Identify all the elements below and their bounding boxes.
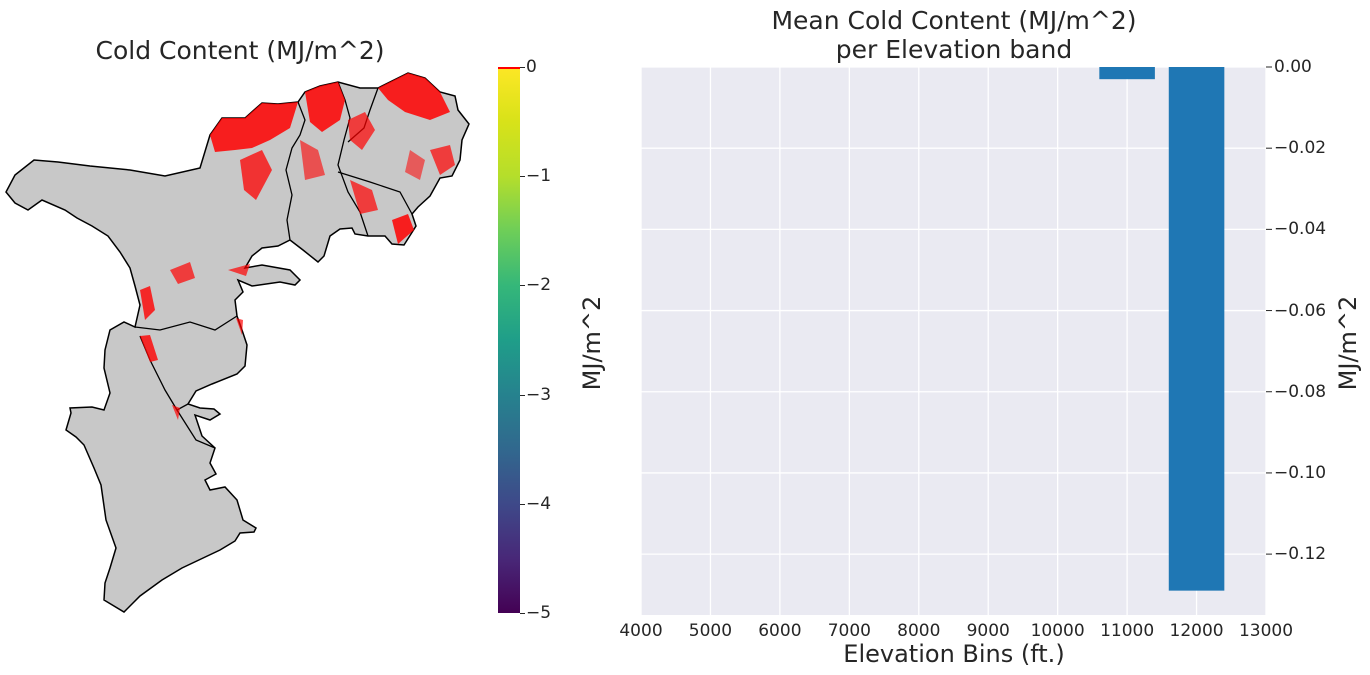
colorbar-tick-label: −1 <box>526 166 552 187</box>
colorbar-over-color <box>498 67 520 69</box>
colorbar <box>498 67 520 613</box>
y-tick-label: 0.00 <box>1274 57 1312 77</box>
colorbar-tick-mark <box>520 394 525 396</box>
x-axis-label: Elevation Bins (ft.) <box>843 640 1065 668</box>
x-tick-label: 6000 <box>758 621 802 641</box>
x-tick-label: 4000 <box>619 621 663 641</box>
x-tick-label: 9000 <box>966 621 1010 641</box>
y-axis-label: MJ/m^2 <box>1334 295 1362 391</box>
colorbar-tick-label: −3 <box>526 384 552 405</box>
colorbar-tick-label: −2 <box>526 275 552 296</box>
y-tick-label: −0.12 <box>1274 544 1327 565</box>
x-tick-label: 12000 <box>1169 621 1224 641</box>
colorbar-tick-label: −4 <box>526 493 552 514</box>
bar-11000 <box>1099 67 1155 80</box>
basin-shape <box>5 72 470 613</box>
basin-map <box>5 72 470 613</box>
cold-content-patches <box>140 73 455 420</box>
colorbar-tick-mark <box>520 613 525 614</box>
x-tick-label: 13000 <box>1238 621 1294 641</box>
colorbar-tick-mark <box>520 176 525 178</box>
subbasin-boundaries <box>134 81 413 449</box>
y-tick-label: −0.08 <box>1274 381 1327 402</box>
x-tick-label: 11000 <box>1100 621 1155 641</box>
colorbar-tick-mark <box>520 503 525 505</box>
x-tick-label: 7000 <box>827 621 871 641</box>
colorbar-tick-label: −5 <box>526 603 552 623</box>
y-tick-label: −0.06 <box>1274 300 1327 321</box>
bar-12000 <box>1168 67 1225 591</box>
map-title: Cold Content (MJ/m^2) <box>95 36 385 65</box>
x-tick-label: 10000 <box>1030 621 1085 641</box>
y-tick-label: −0.04 <box>1274 219 1327 240</box>
colorbar-tick-label: 0 <box>526 57 537 77</box>
x-tick-label: 8000 <box>897 621 941 641</box>
colorbar-tick-mark <box>520 67 525 68</box>
chart-title-line-2: per Elevation band <box>835 35 1073 64</box>
colorbar-tick-mark <box>520 285 525 287</box>
plot-background <box>641 67 1266 615</box>
y-tick-label: −0.10 <box>1274 462 1327 483</box>
y-tick-label: −0.02 <box>1274 138 1327 159</box>
chart-title-line-1: Mean Cold Content (MJ/m^2) <box>771 6 1137 35</box>
x-tick-label: 5000 <box>688 621 733 641</box>
